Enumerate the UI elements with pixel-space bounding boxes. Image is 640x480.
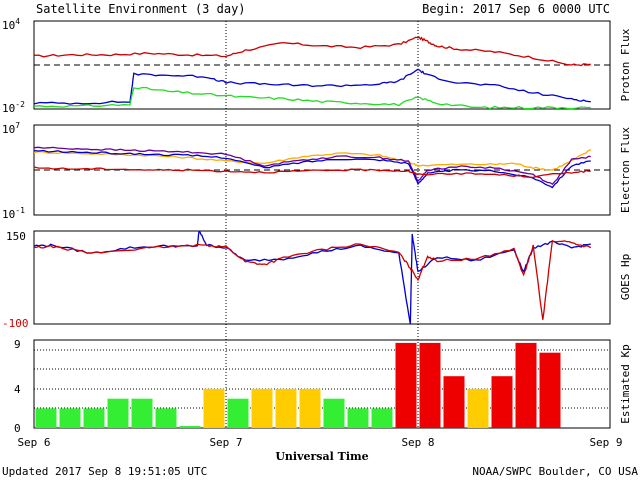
credit-text: NOAA/SWPC Boulder, CO USA: [472, 465, 638, 478]
kp-bar-15: [395, 342, 417, 428]
electron-series-1-line: [33, 146, 591, 186]
begin-time: Begin: 2017 Sep 6 0000 UTC: [422, 2, 610, 16]
kp-bar-20: [515, 342, 537, 428]
proton-series-group: [33, 36, 591, 110]
kp-ylabel: Estimated Kp: [619, 344, 632, 423]
kp-bar-6: [179, 426, 201, 428]
kp-bar-12: [323, 398, 345, 428]
updated-timestamp: Updated 2017 Sep 8 19:51:05 UTC: [2, 465, 207, 478]
kp-ytick-middle: 4: [14, 383, 21, 396]
hp-series-1-line: [34, 239, 592, 320]
kp-bar-9: [251, 388, 273, 428]
xtick-sep8: Sep 8: [401, 436, 434, 449]
kp-bar-0: [35, 408, 57, 428]
hp-series-group: [33, 230, 592, 325]
xtick-sep6: Sep 6: [17, 436, 50, 449]
xtick-sep7: Sep 7: [209, 436, 242, 449]
proton-ytick-top: 104: [2, 17, 20, 32]
kp-ytick-top: 9: [14, 338, 21, 351]
hp-ylabel: GOES Hp: [619, 254, 632, 300]
kp-bar-5: [155, 408, 177, 428]
kp-gridlines: [34, 349, 610, 409]
hp-panel-frame: [33, 230, 611, 325]
kp-bar-3: [107, 398, 129, 428]
kp-bar-1: [59, 408, 81, 428]
kp-bar-17: [443, 376, 465, 428]
x-axis-label: Universal Time: [275, 450, 368, 463]
kp-bar-14: [371, 408, 393, 428]
hp-ytick-bottom: -100: [2, 317, 29, 330]
day-separators: [225, 21, 419, 428]
kp-bar-11: [299, 388, 321, 428]
proton-series-1-line: [33, 68, 591, 105]
electron-series-0-line: [33, 149, 592, 171]
proton-series-0-line: [33, 36, 591, 67]
kp-bar-21: [539, 352, 561, 428]
kp-bar-16: [419, 342, 441, 428]
kp-bar-10: [275, 388, 297, 428]
kp-bar-8: [227, 398, 249, 428]
electron-ytick-bottom: 10-1: [2, 206, 25, 221]
electron-series-2-line: [33, 149, 591, 189]
kp-bar-7: [203, 388, 225, 428]
chart-title: Satellite Environment (3 day): [36, 2, 246, 16]
proton-ytick-bottom: 10-2: [2, 100, 25, 115]
proton-panel-frame: [33, 20, 611, 110]
kp-bar-2: [83, 408, 105, 428]
electron-ytick-top: 107: [2, 121, 20, 136]
electron-series-group: [33, 146, 592, 189]
hp-ytick-top: 150: [6, 230, 26, 243]
kp-bars-group: [35, 342, 561, 428]
electron-series-3-line: [33, 166, 591, 179]
hp-series-0-line: [33, 230, 591, 325]
kp-panel-frame: [33, 339, 611, 429]
electron-ylabel: Electron Flux: [619, 127, 632, 213]
kp-ytick-bottom: 0: [14, 422, 21, 435]
proton-ylabel: Proton Flux: [619, 28, 632, 101]
xtick-sep9: Sep 9: [589, 436, 622, 449]
kp-bar-18: [467, 388, 489, 428]
kp-bar-19: [491, 376, 513, 428]
proton-series-2-line: [33, 86, 591, 110]
kp-bar-4: [131, 398, 153, 428]
kp-bar-13: [347, 408, 369, 428]
